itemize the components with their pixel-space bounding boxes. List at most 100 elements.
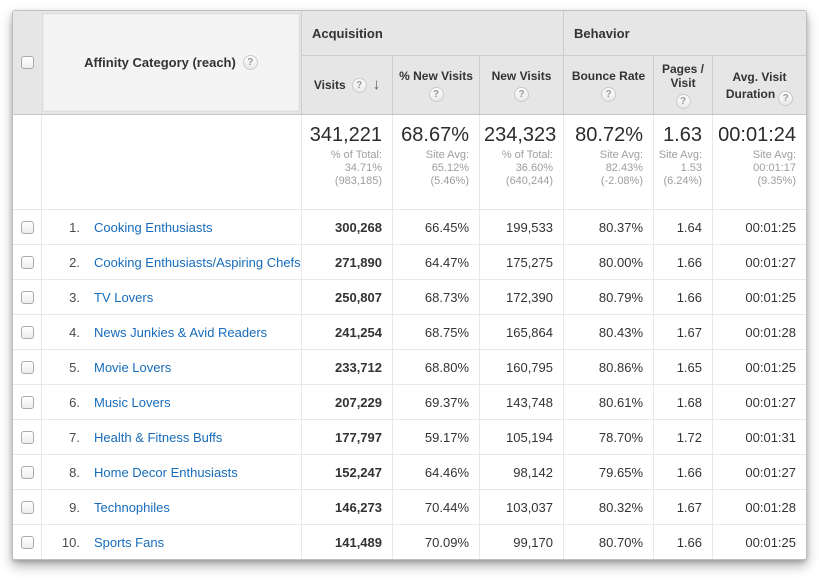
- row-index: 1.: [69, 219, 80, 235]
- category-link[interactable]: TV Lovers: [94, 289, 154, 305]
- pages-per-visit-value: 1.67: [653, 490, 712, 524]
- bounce-rate-value: 79.65%: [563, 455, 653, 489]
- column-header-label: % New Visits: [399, 68, 473, 83]
- bounce-rate-value: 80.37%: [563, 210, 653, 244]
- category-link[interactable]: Music Lovers: [94, 394, 171, 410]
- summary-subtext: % of Total: 36.60% (640,244): [501, 149, 553, 187]
- summary-value: 234,323: [484, 124, 557, 146]
- category-cell: 10. Sports Fans: [41, 525, 301, 559]
- row-index: 2.: [69, 254, 80, 270]
- row-checkbox-cell: [13, 245, 41, 279]
- visits-value: 177,797: [301, 420, 392, 454]
- column-header-pages-per-visit[interactable]: Pages / Visit ?: [653, 56, 712, 114]
- category-link[interactable]: Cooking Enthusiasts/Aspiring Chefs: [94, 254, 301, 270]
- column-header-pct-new-visits[interactable]: % New Visits ?: [392, 56, 479, 114]
- table-row: 7. Health & Fitness Buffs 177,797 59.17%…: [13, 419, 806, 454]
- table-row: 9. Technophiles 146,273 70.44% 103,037 8…: [13, 489, 806, 524]
- table-row: 4. News Junkies & Avid Readers 241,254 6…: [13, 314, 806, 349]
- row-checkbox[interactable]: [20, 465, 34, 479]
- category-cell: 1. Cooking Enthusiasts: [41, 210, 301, 244]
- summary-subtext: Site Avg: 65.12% (5.46%): [425, 149, 469, 187]
- row-index: 8.: [69, 464, 80, 480]
- avg-visit-duration-value: 00:01:25: [712, 350, 806, 384]
- row-index: 9.: [69, 499, 80, 515]
- new-visits-value: 165,864: [479, 315, 563, 349]
- avg-visit-duration-value: 00:01:28: [712, 490, 806, 524]
- help-icon[interactable]: ?: [514, 86, 529, 102]
- pct-new-visits-value: 69.37%: [392, 385, 479, 419]
- help-icon[interactable]: ?: [242, 55, 258, 70]
- column-header-bounce-rate[interactable]: Bounce Rate ?: [563, 56, 653, 114]
- summary-pct-new-visits: 68.67% Site Avg: 65.12% (5.46%): [392, 115, 479, 209]
- column-header-visits[interactable]: Visits ? ↓: [301, 56, 392, 114]
- category-link[interactable]: Home Decor Enthusiasts: [94, 464, 238, 480]
- column-header-label: Avg. Visit Duration: [725, 70, 787, 101]
- visits-value: 207,229: [301, 385, 392, 419]
- help-icon[interactable]: ?: [778, 91, 794, 106]
- visits-value: 250,807: [301, 280, 392, 314]
- summary-avg-visit-duration: 00:01:24 Site Avg: 00:01:17 (9.35%): [712, 115, 806, 209]
- group-header-behavior: Behavior: [563, 11, 806, 56]
- row-checkbox[interactable]: [20, 290, 34, 304]
- summary-subtext: Site Avg: 00:01:17 (9.35%): [752, 149, 796, 187]
- column-header-label: Bounce Rate: [571, 68, 646, 83]
- visits-value: 233,712: [301, 350, 392, 384]
- column-header-new-visits[interactable]: New Visits ?: [479, 56, 563, 114]
- category-link[interactable]: News Junkies & Avid Readers: [94, 324, 268, 340]
- summary-value: 00:01:24: [718, 124, 796, 146]
- avg-visit-duration-value: 00:01:25: [712, 280, 806, 314]
- help-icon[interactable]: ?: [351, 77, 367, 93]
- dimension-header-label: Affinity Category (reach): [84, 55, 236, 70]
- row-checkbox[interactable]: [20, 500, 34, 514]
- select-all-cell: [13, 11, 41, 114]
- row-checkbox[interactable]: [20, 220, 34, 234]
- row-checkbox[interactable]: [20, 255, 34, 269]
- category-link[interactable]: Cooking Enthusiasts: [94, 219, 213, 235]
- help-icon[interactable]: ?: [601, 86, 616, 102]
- column-header-label: Visits: [313, 78, 346, 92]
- pct-new-visits-value: 59.17%: [392, 420, 479, 454]
- new-visits-value: 160,795: [479, 350, 563, 384]
- row-checkbox-cell: [13, 525, 41, 559]
- pages-per-visit-value: 1.64: [653, 210, 712, 244]
- table-body: 1. Cooking Enthusiasts 300,268 66.45% 19…: [13, 209, 806, 559]
- category-link[interactable]: Sports Fans: [94, 534, 165, 550]
- table-row: 5. Movie Lovers 233,712 68.80% 160,795 8…: [13, 349, 806, 384]
- category-link[interactable]: Movie Lovers: [94, 359, 172, 375]
- row-index: 3.: [69, 289, 80, 305]
- table-row: 2. Cooking Enthusiasts/Aspiring Chefs 27…: [13, 244, 806, 279]
- help-icon[interactable]: ?: [428, 86, 444, 102]
- pct-new-visits-value: 68.80%: [392, 350, 479, 384]
- summary-new-visits: 234,323 % of Total: 36.60% (640,244): [479, 115, 563, 209]
- visits-value: 141,489: [301, 525, 392, 559]
- pages-per-visit-value: 1.66: [653, 455, 712, 489]
- pages-per-visit-value: 1.66: [653, 280, 712, 314]
- report-table-card: Affinity Category (reach) ? Acquisition …: [12, 10, 807, 560]
- bounce-rate-value: 80.70%: [563, 525, 653, 559]
- row-checkbox-cell: [13, 420, 41, 454]
- summary-bounce-rate: 80.72% Site Avg: 82.43% (-2.08%): [563, 115, 653, 209]
- summary-visits: 341,221 % of Total: 34.71% (983,185): [301, 115, 392, 209]
- summary-value: 1.63: [663, 124, 702, 146]
- summary-pages-per-visit: 1.63 Site Avg: 1.53 (6.24%): [653, 115, 712, 209]
- new-visits-value: 98,142: [479, 455, 563, 489]
- summary-subtext: Site Avg: 82.43% (-2.08%): [599, 149, 643, 187]
- dimension-header-affinity-category[interactable]: Affinity Category (reach) ?: [43, 14, 299, 111]
- row-checkbox[interactable]: [20, 535, 34, 549]
- category-link[interactable]: Health & Fitness Buffs: [94, 429, 223, 445]
- avg-visit-duration-value: 00:01:27: [712, 245, 806, 279]
- row-checkbox[interactable]: [20, 430, 34, 444]
- row-checkbox[interactable]: [20, 325, 34, 339]
- row-checkbox[interactable]: [20, 395, 34, 409]
- table-row: 3. TV Lovers 250,807 68.73% 172,390 80.7…: [13, 279, 806, 314]
- help-icon[interactable]: ?: [675, 93, 691, 109]
- column-header-label: Pages / Visit: [661, 61, 705, 90]
- visits-value: 300,268: [301, 210, 392, 244]
- category-link[interactable]: Technophiles: [94, 499, 170, 515]
- sort-descending-icon: ↓: [372, 76, 381, 93]
- select-all-checkbox[interactable]: [20, 56, 34, 69]
- row-checkbox[interactable]: [20, 360, 34, 374]
- bounce-rate-value: 78.70%: [563, 420, 653, 454]
- column-header-avg-visit-duration[interactable]: Avg. Visit Duration?: [712, 56, 806, 114]
- row-checkbox-cell: [13, 315, 41, 349]
